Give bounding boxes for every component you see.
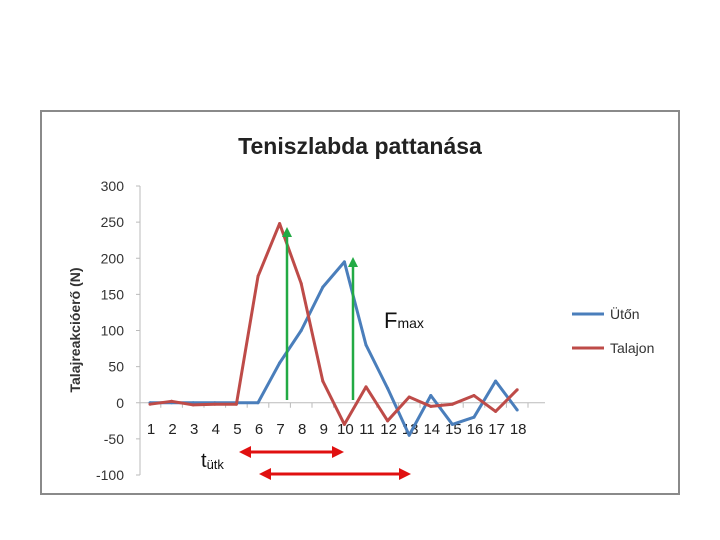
data-point bbox=[364, 385, 368, 389]
data-point bbox=[472, 415, 476, 419]
data-point bbox=[170, 399, 174, 403]
x-tick-label: 12 bbox=[380, 421, 397, 438]
data-point bbox=[472, 394, 476, 398]
y-tick-label: -50 bbox=[104, 431, 124, 447]
y-tick-label: 0 bbox=[116, 395, 124, 411]
x-tick-label: 17 bbox=[488, 421, 505, 438]
y-tick-label: 100 bbox=[101, 323, 125, 339]
data-point bbox=[429, 394, 433, 398]
x-tick-label: 10 bbox=[337, 421, 354, 438]
x-tick-label: 16 bbox=[467, 421, 484, 438]
x-tick-label: 14 bbox=[423, 421, 440, 438]
x-tick-label: 4 bbox=[212, 421, 220, 438]
x-tick-label: 11 bbox=[359, 421, 375, 438]
data-point bbox=[342, 260, 346, 264]
data-point bbox=[515, 408, 519, 412]
data-point bbox=[234, 402, 238, 406]
y-tick-label: -100 bbox=[96, 467, 124, 483]
data-point bbox=[321, 285, 325, 289]
data-point bbox=[191, 403, 195, 407]
t-annotation: tütk bbox=[201, 450, 224, 472]
data-point bbox=[256, 274, 260, 278]
series-line bbox=[150, 260, 519, 437]
data-point bbox=[407, 433, 411, 437]
y-axis-label: Talajreakcióerő (N) bbox=[67, 267, 83, 392]
series-line bbox=[149, 222, 519, 426]
data-point bbox=[494, 409, 498, 413]
data-point bbox=[515, 388, 519, 392]
series-layer bbox=[148, 222, 519, 437]
t-sub: ütk bbox=[207, 457, 225, 472]
data-point bbox=[278, 361, 282, 365]
data-point bbox=[364, 343, 368, 347]
data-point bbox=[429, 404, 433, 408]
data-point bbox=[386, 386, 390, 390]
legend-label: Ütőn bbox=[610, 305, 640, 322]
data-point bbox=[148, 402, 152, 406]
x-tick-label: 2 bbox=[168, 421, 176, 438]
data-point bbox=[278, 222, 282, 226]
x-tick-label: 6 bbox=[255, 421, 263, 438]
data-point bbox=[450, 422, 454, 426]
fmax-label: F bbox=[384, 308, 397, 333]
chart-frame bbox=[40, 110, 680, 495]
x-tick-label: 7 bbox=[276, 421, 284, 438]
data-point bbox=[213, 402, 217, 406]
legend-label: Talajon bbox=[610, 340, 654, 356]
data-point bbox=[299, 329, 303, 332]
x-tick-label: 18 bbox=[510, 421, 527, 438]
x-axis: 1 2 3 4 5 6 7 8 9 10 11 12 13 14 15 16 17 18 bbox=[140, 402, 545, 438]
t-label: t bbox=[201, 450, 207, 472]
x-tick-label: 9 bbox=[320, 421, 328, 438]
x-tick-label: 8 bbox=[298, 421, 306, 438]
x-tick-label: 5 bbox=[233, 421, 241, 438]
x-tick-label: 15 bbox=[445, 421, 462, 438]
fmax-sub: max bbox=[397, 315, 423, 331]
fmax-annotation: Fmax bbox=[384, 308, 424, 333]
x-tick-label: 3 bbox=[190, 421, 198, 438]
data-point bbox=[407, 395, 411, 399]
legend: Ütőn Talajon bbox=[572, 305, 654, 356]
chart-title: Teniszlabda pattanása bbox=[238, 133, 482, 159]
y-tick-label: 150 bbox=[101, 286, 125, 302]
y-tick-label: 300 bbox=[101, 178, 125, 194]
data-point bbox=[256, 401, 260, 405]
data-point bbox=[321, 379, 325, 383]
y-tick-label: 200 bbox=[101, 250, 125, 266]
data-point bbox=[299, 282, 303, 286]
data-point bbox=[342, 422, 346, 426]
y-axis: -100 -50 0 50 100 150 200 250 300 bbox=[96, 178, 141, 483]
data-point bbox=[386, 419, 390, 423]
y-tick-label: 50 bbox=[108, 359, 124, 375]
data-point bbox=[494, 379, 498, 383]
data-point bbox=[450, 402, 454, 406]
y-tick-label: 250 bbox=[101, 214, 125, 230]
x-tick-label: 1 bbox=[147, 421, 155, 438]
